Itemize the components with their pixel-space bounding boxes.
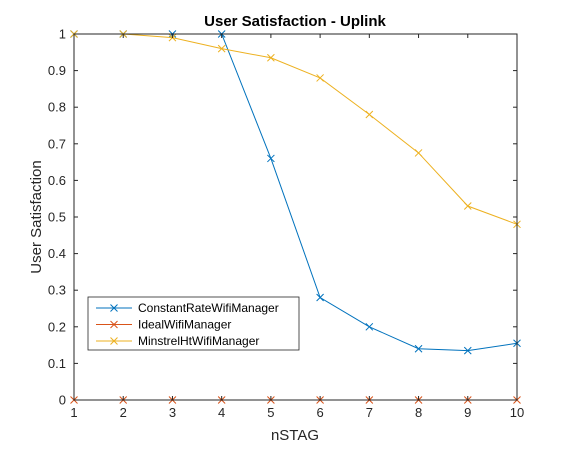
y-tick-label: 0.6: [48, 173, 66, 188]
legend-label: MinstrelHtWifiManager: [138, 334, 259, 348]
data-point-marker: [463, 346, 472, 355]
ticks-layer: 1 2 3 4 5 6 7 8 9 10 0 0.1 0.2 0.3 0.4 0.5 0.6 0.7 0.8 0.9 1: [48, 27, 524, 421]
y-tick-label: 0.7: [48, 136, 66, 151]
data-point-marker: [267, 154, 275, 163]
data-point-marker: [365, 322, 374, 331]
x-tick-label: 8: [415, 405, 422, 420]
y-tick-label: 0.8: [48, 100, 66, 115]
data-point-marker: [414, 149, 423, 157]
data-point-marker: [316, 74, 324, 82]
y-axis-label: User Satisfaction: [28, 160, 45, 273]
data-point-marker: [267, 53, 275, 62]
x-tick-label: 7: [366, 405, 373, 420]
data-point-marker: [414, 344, 423, 353]
series-line: [74, 33, 518, 225]
y-tick-label: 1: [59, 27, 66, 42]
x-tick-label: 2: [120, 405, 127, 420]
data-point-marker: [217, 44, 226, 53]
y-tick-label: 0.3: [48, 283, 66, 298]
y-tick-label: 0.2: [48, 319, 66, 334]
legend-label: ConstantRateWifiManager: [138, 301, 279, 315]
y-tick-label: 0.5: [48, 210, 66, 225]
x-tick-label: 10: [510, 405, 524, 420]
y-tick-label: 0: [59, 393, 66, 408]
y-tick-label: 0.1: [48, 356, 66, 371]
x-tick-label: 5: [267, 405, 274, 420]
data-point-marker: [365, 110, 374, 119]
legend: ConstantRateWifiManager IdealWifiManager M…: [87, 296, 300, 351]
x-tick-label: 3: [169, 405, 176, 420]
chart-title: User Satisfaction - Uplink: [204, 13, 386, 30]
x-axis-label: nSTAG: [271, 427, 319, 444]
legend-label: IdealWifiManager: [138, 318, 231, 332]
legend-marker: [110, 304, 118, 312]
y-tick-label: 0.9: [48, 63, 66, 78]
x-tick-label: 9: [464, 405, 471, 420]
legend-marker: [110, 320, 118, 329]
x-tick-label: 1: [70, 405, 77, 420]
data-point-marker: [463, 202, 472, 210]
data-point-marker: [316, 293, 324, 302]
x-tick-label: 6: [316, 405, 323, 420]
x-tick-label: 4: [218, 405, 225, 420]
legend-marker: [110, 337, 118, 345]
y-tick-label: 0.4: [48, 246, 66, 261]
